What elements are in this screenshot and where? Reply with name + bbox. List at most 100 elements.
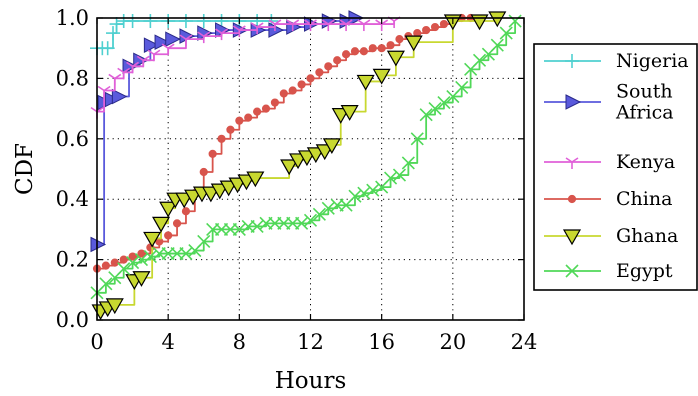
data-point xyxy=(303,213,318,227)
data-point xyxy=(377,44,386,53)
data-point xyxy=(339,19,353,32)
data-point xyxy=(383,171,398,185)
data-point xyxy=(128,252,137,261)
data-point xyxy=(172,219,182,228)
data-point xyxy=(136,55,150,68)
data-point xyxy=(419,108,433,122)
data-point xyxy=(428,102,442,116)
data-point xyxy=(312,207,326,221)
data-point xyxy=(375,19,389,32)
data-point xyxy=(508,14,522,28)
data-point xyxy=(215,28,228,41)
data-point xyxy=(126,61,140,74)
data-point xyxy=(472,53,487,67)
data-point xyxy=(437,95,451,110)
data-point xyxy=(226,125,235,134)
data-point xyxy=(117,262,131,276)
data-point xyxy=(134,253,149,267)
series-line xyxy=(97,21,396,113)
data-point xyxy=(152,216,171,233)
data-point xyxy=(109,17,124,32)
data-point xyxy=(297,80,306,89)
x-axis-title: Hours xyxy=(275,368,347,394)
legend-box xyxy=(533,43,698,291)
legend-label: Egypt xyxy=(616,260,673,282)
data-point xyxy=(392,168,407,182)
data-point xyxy=(117,67,131,80)
data-point xyxy=(401,156,415,170)
data-point xyxy=(279,89,288,98)
data-point xyxy=(178,14,193,29)
data-point xyxy=(232,25,246,38)
grid xyxy=(97,18,524,320)
data-point xyxy=(286,19,300,32)
data-point xyxy=(386,50,405,67)
data-point xyxy=(244,113,253,122)
legend-marker xyxy=(565,157,579,169)
data-point xyxy=(356,74,375,91)
data-point xyxy=(105,298,124,315)
data-point xyxy=(106,26,121,41)
axis-ticks: 0 4 8 12 16 20 24 0.0 0.2 0.4 0.6 0.8 1.0 xyxy=(56,6,538,354)
data-point xyxy=(125,14,140,29)
legend-label: Ghana xyxy=(616,225,678,247)
data-point xyxy=(217,134,226,143)
data-point xyxy=(348,189,362,203)
data-point xyxy=(97,85,111,98)
data-point xyxy=(386,41,395,50)
y-tick-label: 0.4 xyxy=(56,187,89,211)
y-tick-label: 0.2 xyxy=(56,248,89,272)
data-point xyxy=(350,47,360,56)
data-point xyxy=(197,31,211,44)
legend-entry: China xyxy=(544,188,672,210)
data-point xyxy=(137,249,146,258)
data-point xyxy=(470,14,489,31)
legend-marker xyxy=(565,94,582,110)
data-point xyxy=(268,22,285,38)
data-point xyxy=(340,105,359,121)
legend-entry: Egypt xyxy=(544,260,673,282)
data-point xyxy=(430,22,440,32)
data-point xyxy=(208,149,217,158)
y-tick-label: 0.8 xyxy=(56,66,89,90)
data-point xyxy=(288,86,297,95)
data-point xyxy=(119,255,128,264)
data-point xyxy=(250,22,264,35)
x-tick-label: 24 xyxy=(511,330,538,354)
legend-label: South xyxy=(616,81,673,103)
data-point xyxy=(143,231,162,248)
data-point xyxy=(315,68,324,77)
data-point xyxy=(357,19,371,32)
data-point xyxy=(280,159,299,176)
data-point xyxy=(357,186,371,200)
data-point xyxy=(359,47,368,56)
legend-entry: Nigeria xyxy=(544,50,689,72)
legend-marker xyxy=(565,264,579,278)
data-point xyxy=(368,44,377,53)
data-point xyxy=(179,246,193,261)
data-point xyxy=(261,104,271,113)
data-point xyxy=(179,34,193,47)
x-tick-label: 4 xyxy=(161,330,174,354)
data-point xyxy=(235,116,244,125)
data-point xyxy=(165,31,181,47)
data-point xyxy=(143,250,157,264)
data-point xyxy=(111,88,128,105)
y-tick-label: 1.0 xyxy=(56,6,89,30)
legend-label: Kenya xyxy=(616,151,675,173)
data-point xyxy=(366,183,380,197)
data-point xyxy=(126,256,140,270)
legend-entry: Ghana xyxy=(544,225,678,247)
data-point xyxy=(268,19,282,32)
data-point xyxy=(110,258,119,267)
data-point xyxy=(253,107,262,116)
data-point xyxy=(143,37,160,53)
x-tick-label: 20 xyxy=(439,330,466,354)
legend-entry: Kenya xyxy=(544,151,675,173)
data-point xyxy=(143,14,158,29)
data-point xyxy=(324,62,333,71)
data-point xyxy=(199,167,208,177)
legend-marker xyxy=(562,229,582,246)
